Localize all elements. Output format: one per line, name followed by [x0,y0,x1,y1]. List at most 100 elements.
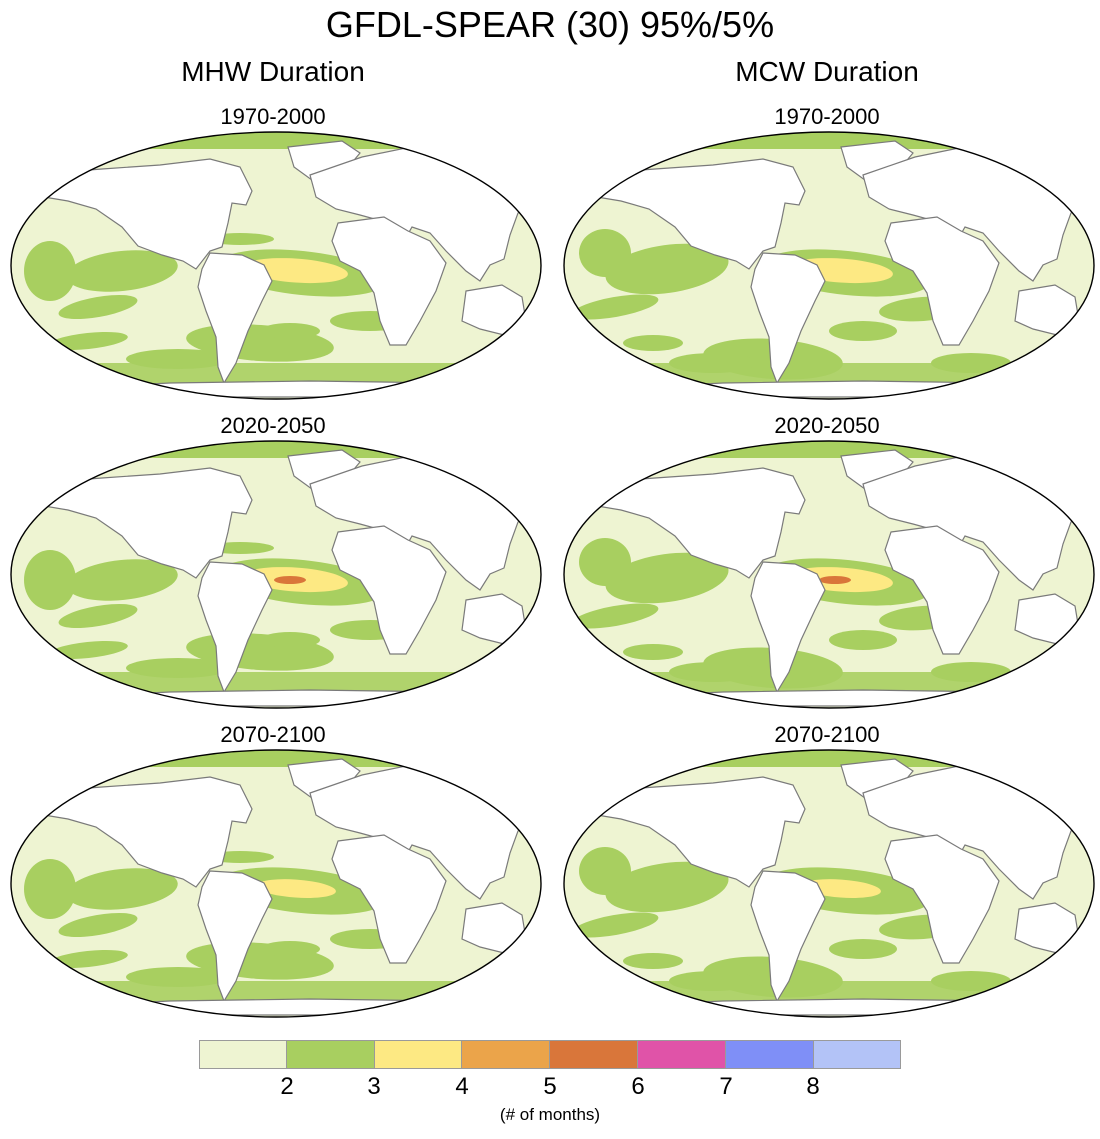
landmass [602,689,1056,707]
anomaly-region [623,644,683,660]
anomaly-region [66,250,178,292]
anomaly-region [24,550,76,610]
landmass [567,158,806,270]
anomaly-region [58,603,138,629]
pacific-orange-core [819,576,851,584]
map-border [10,131,542,400]
anomaly-region [126,658,230,678]
anomaly-region [126,349,230,369]
anomaly-region [260,632,320,648]
anomaly-region [48,950,128,968]
colorbar-tick: 2 [280,1073,294,1100]
arctic-band [564,132,1094,149]
map-layers [564,132,1094,399]
landmass [49,998,503,1016]
landmass [197,870,273,1003]
map-border [10,749,542,1018]
anomaly-region [669,353,757,373]
colorbar-tick: 3 [367,1073,381,1100]
map-mcw-2020-2050 [563,440,1095,709]
anomaly-region [58,912,138,938]
anomaly-region [579,538,631,586]
anomaly-region [571,603,659,629]
anomaly-region [623,953,683,969]
map-border [563,749,1095,1018]
anomaly-region [829,321,897,341]
landmass [750,561,826,694]
map-layers [11,750,541,1017]
anomaly-region [24,859,76,919]
colorbar-swatch-8 [813,1040,901,1069]
landmass [567,776,806,888]
panel-title-mhw-1970-2000: 1970-2000 [220,104,326,129]
landmass [49,380,503,398]
panel-title-mcw-1970-2000: 1970-2000 [774,104,880,129]
anomaly-region [571,294,659,320]
landmass [14,158,253,270]
anomaly-region [829,630,897,650]
colorbar-tick: 8 [806,1073,820,1100]
landmass [331,525,447,655]
colorbar-tick: 6 [631,1073,645,1100]
anomaly-region [24,241,76,301]
panel-title-mhw-2070-2100: 2070-2100 [220,722,326,747]
colorbar-tick: 7 [719,1073,733,1100]
anomaly-region [579,847,631,895]
map-border [563,440,1095,709]
anomaly-region [605,552,729,604]
colorbar-swatch-7 [725,1040,814,1069]
pacific-yellow-core [256,879,336,898]
anomaly-region [66,868,178,910]
arctic-band [11,750,541,767]
panel-title-mhw-2020-2050: 2020-2050 [220,413,326,438]
landmass [750,252,826,385]
map-border [10,440,542,709]
anomaly-region [126,967,230,987]
anomaly-region [48,332,128,350]
arctic-band [11,441,541,458]
anomaly-region [571,912,659,938]
map-layers [564,441,1094,708]
anomaly-region [669,971,757,991]
anomaly-region [605,861,729,913]
colorbar-swatch-4 [461,1040,550,1069]
arctic-band [564,441,1094,458]
figure-title: GFDL-SPEAR (30) 95%/5% [325,4,775,45]
anomaly-region [48,641,128,659]
anomaly-region [66,559,178,601]
landmass [884,834,1000,964]
anomaly-region [829,939,897,959]
column-title-mcw: MCW Duration [735,56,919,87]
column-title-mhw: MHW Duration [181,56,365,87]
colorbar-tick: 5 [543,1073,557,1100]
map-layers [564,750,1094,1017]
map-mhw-1970-2000 [10,131,542,400]
colorbar [199,1040,901,1069]
anomaly-region [260,941,320,957]
landmass [331,834,447,964]
anomaly-region [669,662,757,682]
landmass [884,216,1000,346]
landmass [602,380,1056,398]
anomaly-region [579,229,631,277]
map-mhw-2070-2100 [10,749,542,1018]
colorbar-swatch-1 [199,1040,287,1069]
map-layers [11,132,541,399]
landmass [14,467,253,579]
panel-title-mcw-2070-2100: 2070-2100 [774,722,880,747]
arctic-band [564,750,1094,767]
colorbar-tick: 4 [455,1073,469,1100]
map-mhw-2020-2050 [10,440,542,709]
landmass [750,870,826,1003]
map-border [563,131,1095,400]
landmass [602,998,1056,1016]
map-mcw-1970-2000 [563,131,1095,400]
panel-title-mcw-2020-2050: 2020-2050 [774,413,880,438]
landmass [567,467,806,579]
map-layers [11,441,541,708]
colorbar-swatch-6 [637,1040,726,1069]
anomaly-region [931,971,1011,991]
anomaly-region [605,243,729,295]
anomaly-region [931,662,1011,682]
anomaly-region [623,335,683,351]
